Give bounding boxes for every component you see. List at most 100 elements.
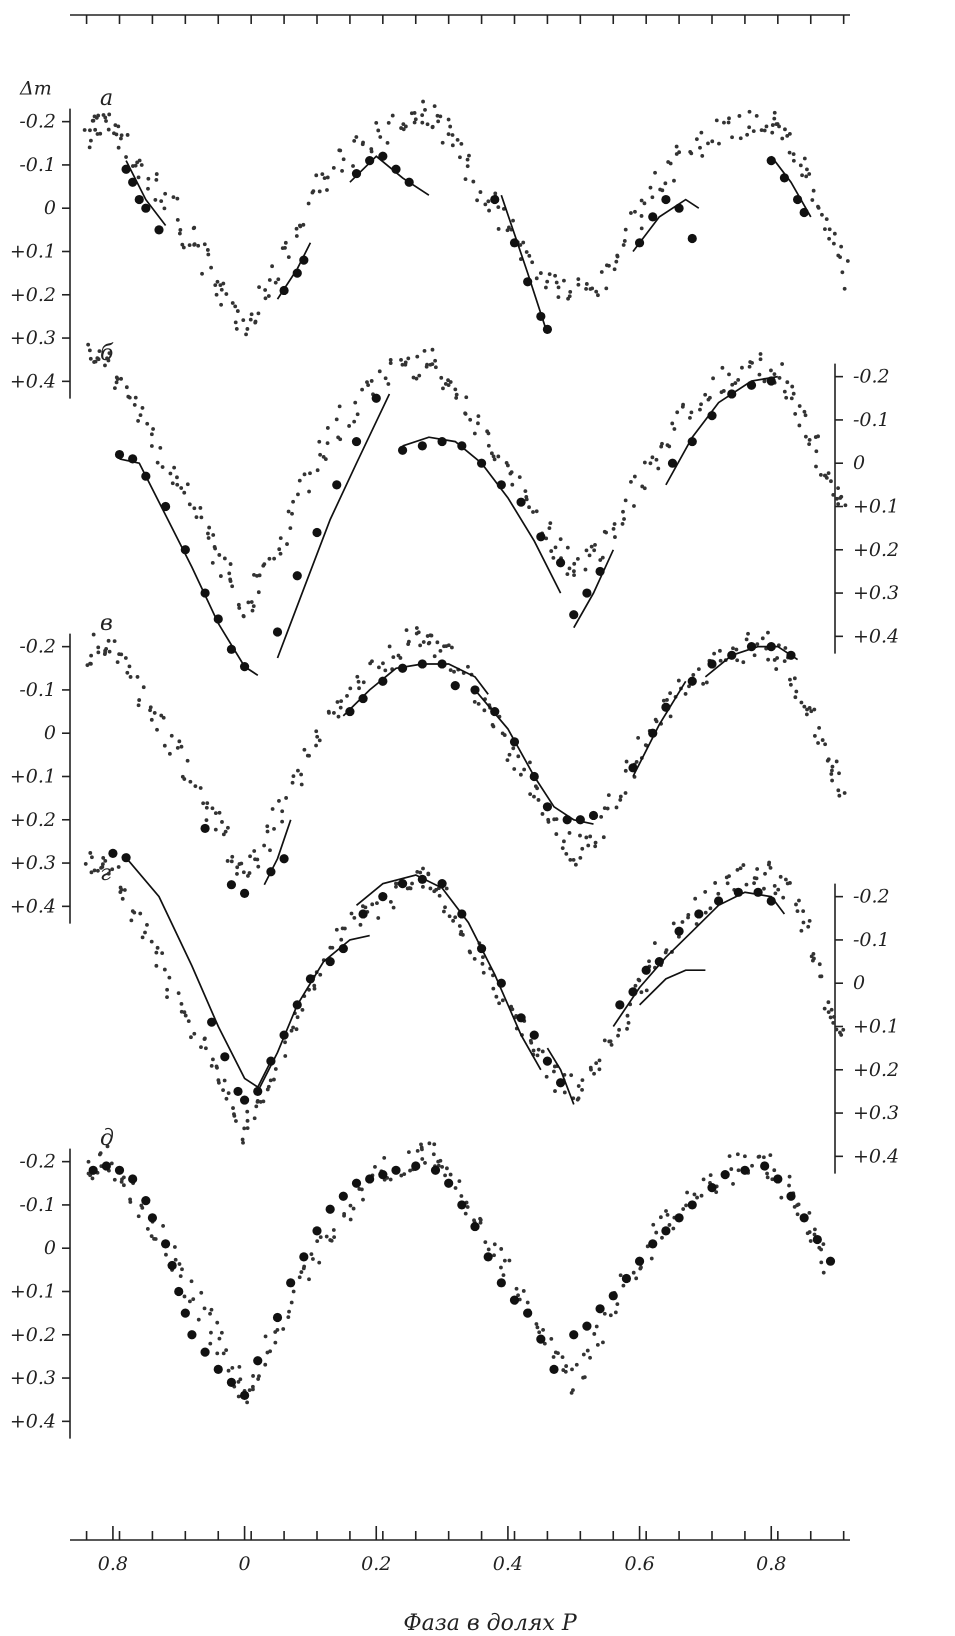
reference-point [770, 130, 775, 135]
reference-point [257, 1374, 261, 1379]
reference-point [440, 140, 445, 145]
reference-point [658, 1215, 663, 1220]
reference-point [717, 141, 721, 146]
reference-point [780, 362, 785, 366]
reference-point [788, 682, 793, 687]
reference-point [91, 632, 96, 637]
reference-point [696, 667, 701, 672]
reference-point [448, 1172, 453, 1177]
reference-point [831, 241, 836, 246]
observed-points [88, 1161, 836, 1400]
observed-point [411, 1161, 421, 1171]
observed-point [536, 1334, 546, 1344]
reference-point [235, 309, 240, 313]
reference-point [246, 874, 250, 878]
reference-point [334, 927, 339, 932]
reference-point [693, 896, 698, 901]
reference-point [651, 1222, 656, 1227]
reference-point [684, 1203, 688, 1208]
reference-point [571, 857, 576, 862]
reference-point [90, 855, 94, 860]
reference-point [82, 128, 87, 132]
reference-point [278, 551, 283, 556]
reference-point [532, 794, 536, 799]
reference-point [209, 1063, 214, 1068]
reference-point [759, 128, 764, 133]
observed-point [450, 680, 460, 691]
reference-point [816, 204, 820, 209]
reference-point [814, 449, 819, 454]
reference-point [205, 801, 210, 806]
observed-point [516, 1013, 526, 1023]
reference-point [236, 1379, 241, 1384]
reference-point [236, 602, 241, 607]
panel-1: -0.2 -0.1 0 +0.1 +0.2 +0.3 +0.4 Δm a [10, 77, 850, 399]
observed-point [233, 1086, 243, 1097]
reference-point [270, 807, 275, 811]
observed-point [490, 706, 500, 717]
reference-point [554, 832, 559, 836]
reference-point [187, 502, 192, 507]
observed-point [200, 1347, 210, 1357]
observed-points [114, 376, 776, 672]
reference-point [103, 650, 108, 655]
reference-point [300, 1007, 305, 1012]
reference-point [472, 431, 477, 436]
reference-point [639, 1265, 643, 1270]
reference-point [97, 1152, 102, 1157]
observed-point [437, 436, 447, 447]
reference-point [826, 1000, 831, 1005]
reference-point [162, 743, 167, 748]
reference-point [234, 327, 239, 331]
reference-point [229, 859, 234, 864]
reference-point [187, 243, 192, 247]
reference-point [648, 461, 653, 466]
reference-point [317, 738, 322, 743]
reference-point [133, 395, 138, 400]
reference-point [210, 806, 215, 811]
reference-point [795, 1212, 800, 1217]
reference-point [140, 935, 145, 940]
reference-point [563, 1369, 568, 1374]
reference-point [377, 369, 382, 374]
reference-point [433, 358, 438, 363]
reference-point [237, 606, 242, 610]
reference-point [837, 771, 841, 776]
reference-point [727, 874, 731, 879]
reference-point [283, 246, 287, 250]
reference-point [766, 630, 770, 635]
reference-point [91, 118, 96, 123]
reference-point [772, 116, 777, 121]
observed-point [476, 943, 487, 954]
observed-point [266, 1056, 276, 1066]
y-tick-label: -0.1 [853, 409, 890, 431]
reference-point [727, 116, 731, 121]
reference-point [302, 1264, 307, 1269]
panels: -0.2 -0.1 0 +0.1 +0.2 +0.3 +0.4 Δm a -0.2 -0.1 0 +0.… [10, 77, 899, 1439]
reference-point [297, 223, 302, 228]
reference-point [369, 379, 374, 383]
reference-point [222, 556, 227, 561]
reference-point [388, 357, 393, 362]
reference-point [114, 132, 119, 137]
reference-point [738, 136, 743, 141]
reference-point [245, 1109, 250, 1114]
reference-point [388, 1177, 393, 1182]
reference-point [750, 1163, 754, 1168]
observed-point [549, 1364, 559, 1375]
reference-point [198, 506, 203, 510]
reference-point [90, 1176, 95, 1181]
reference-point [443, 1173, 447, 1178]
reference-point [823, 742, 828, 747]
reference-point [618, 1273, 623, 1278]
reference-point [602, 806, 607, 811]
reference-point [730, 135, 734, 140]
reference-point [363, 905, 368, 910]
reference-point [747, 364, 752, 369]
reference-point [553, 273, 557, 278]
reference-point [177, 739, 182, 744]
reference-point [785, 881, 790, 886]
reference-point [249, 312, 254, 317]
observed-point [121, 164, 131, 174]
reference-point [476, 701, 481, 706]
